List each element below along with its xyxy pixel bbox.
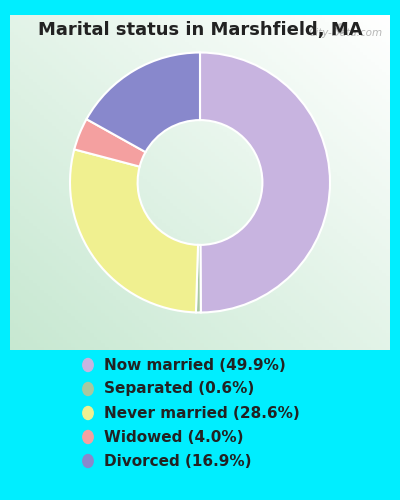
Wedge shape [70,150,198,312]
Wedge shape [86,52,200,152]
Text: Widowed (4.0%): Widowed (4.0%) [104,430,244,444]
Text: City-Data.com: City-Data.com [308,28,382,38]
Wedge shape [196,245,201,312]
Text: Never married (28.6%): Never married (28.6%) [104,406,300,420]
Text: Marital status in Marshfield, MA: Marital status in Marshfield, MA [38,21,362,39]
Wedge shape [200,52,330,312]
Text: Divorced (16.9%): Divorced (16.9%) [104,454,252,468]
Text: Separated (0.6%): Separated (0.6%) [104,382,254,396]
Wedge shape [74,119,146,166]
Text: Now married (49.9%): Now married (49.9%) [104,358,286,372]
